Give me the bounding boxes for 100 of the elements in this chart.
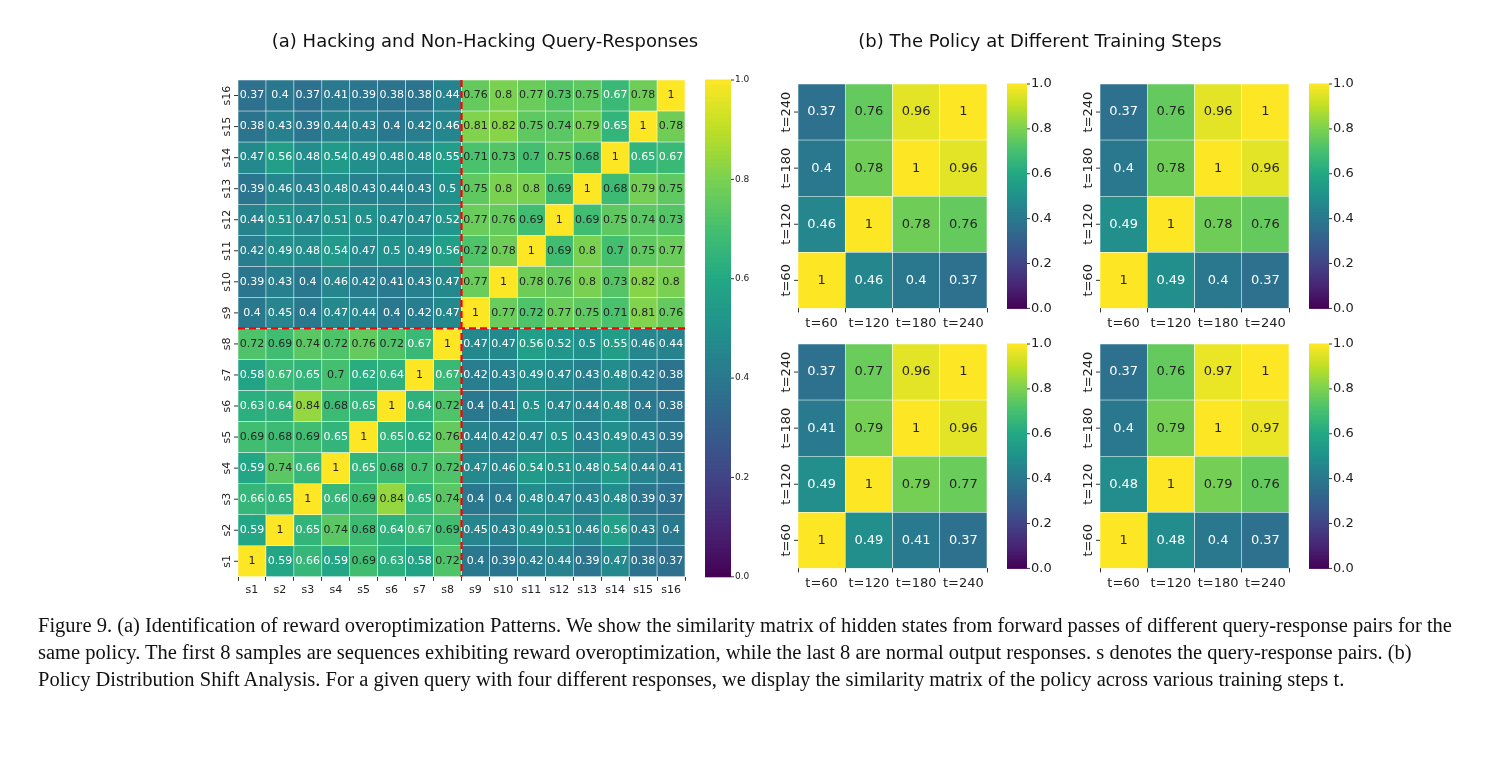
data-label: 0.75: [574, 88, 600, 102]
data-label: 0.69: [547, 243, 572, 257]
data-label: 0.47: [239, 150, 265, 164]
data-label: 0.82: [630, 274, 656, 288]
data-label: 0.39: [295, 119, 321, 133]
data-label: 0.44: [574, 398, 600, 412]
data-label: 0.79: [574, 119, 600, 133]
data-label: 1: [304, 492, 312, 506]
data-label: 0.79: [854, 419, 884, 435]
x-tick-label: t=180: [895, 314, 937, 330]
data-label: 0.47: [547, 492, 572, 506]
data-label: 0.38: [379, 88, 404, 102]
data-label: 0.8: [578, 243, 596, 257]
data-label: 0.69: [574, 212, 600, 226]
data-label: 0.37: [807, 103, 837, 119]
data-label: 0.63: [379, 554, 404, 568]
data-label: 0.49: [602, 429, 628, 443]
data-label: 0.43: [491, 367, 516, 381]
data-label: 0.65: [323, 429, 349, 443]
data-label: 1: [444, 336, 452, 350]
data-label: 0.5: [438, 181, 457, 195]
y-tick-label: s15: [220, 116, 234, 137]
data-label: 0.41: [379, 274, 404, 288]
x-tick-label: t=60: [1107, 574, 1140, 590]
y-tick-label: s6: [220, 399, 234, 413]
data-label: 0.68: [574, 150, 600, 164]
data-label: 0.39: [239, 181, 265, 195]
data-label: 0.46: [323, 274, 349, 288]
data-label: 0.78: [1156, 159, 1186, 175]
data-label: 1: [416, 367, 424, 381]
data-label: 0.48: [602, 492, 628, 506]
data-label: 0.42: [239, 243, 265, 257]
data-label: 0.79: [1203, 475, 1233, 491]
data-label: 0.74: [295, 336, 321, 350]
data-label: 0.7: [606, 243, 624, 257]
data-label: 0.42: [407, 305, 432, 319]
y-tick-label: t=180: [1079, 407, 1095, 449]
color-bar-label: 0.4: [735, 372, 750, 383]
data-label: 0.41: [323, 88, 349, 102]
data-label: 0.49: [854, 531, 884, 547]
x-tick-label: s10: [493, 583, 514, 597]
data-label: 0.54: [519, 460, 544, 474]
data-label: 1: [360, 429, 368, 443]
data-label: 0.5: [550, 429, 569, 443]
x-tick-label: t=60: [805, 314, 838, 330]
data-label: 0.42: [491, 429, 516, 443]
data-label: 0.46: [267, 181, 293, 195]
data-label: 0.37: [1250, 531, 1280, 547]
data-label: 0.8: [662, 274, 680, 288]
data-label: 0.4: [382, 119, 401, 133]
color-bar-label: 0.8: [1031, 380, 1052, 396]
data-label: 1: [388, 398, 396, 412]
data-label: 1: [817, 531, 826, 547]
data-label: 1: [276, 523, 284, 537]
data-label: 0.42: [463, 367, 488, 381]
data-label: 0.72: [379, 336, 404, 350]
data-label: 0.67: [267, 367, 293, 381]
data-label: 0.44: [435, 88, 460, 102]
data-label: 0.7: [410, 460, 429, 474]
x-tick-label: t=120: [1150, 574, 1192, 590]
x-tick-label: t=240: [942, 574, 984, 590]
data-label: 1: [667, 88, 675, 102]
data-label: 0.43: [630, 429, 656, 443]
y-tick-label: s13: [220, 178, 234, 199]
data-label: 1: [864, 475, 874, 491]
color-bar-label: 0.0: [1031, 559, 1052, 575]
data-label: 0.64: [379, 367, 404, 381]
x-tick-label: s5: [357, 583, 371, 597]
data-label: 0.96: [948, 419, 978, 435]
data-label: 0.72: [519, 305, 544, 319]
data-label: 0.43: [351, 181, 376, 195]
data-label: 0.81: [463, 119, 488, 133]
data-label: 0.74: [435, 492, 460, 506]
data-label: 0.5: [522, 398, 541, 412]
data-label: 0.8: [578, 274, 596, 288]
x-tick-label: t=60: [805, 574, 838, 590]
data-label: 0.51: [267, 212, 293, 226]
data-label: 1: [1119, 531, 1128, 547]
data-label: 0.76: [854, 103, 884, 119]
data-label: 0.67: [658, 150, 684, 164]
y-tick-label: t=120: [777, 203, 793, 245]
y-tick-label: t=60: [1079, 524, 1095, 557]
data-label: 0.76: [1250, 215, 1280, 231]
data-label: 0.69: [351, 492, 376, 506]
data-label: 0.41: [807, 419, 837, 435]
data-label: 1: [499, 274, 507, 288]
y-tick-label: t=240: [1079, 351, 1095, 393]
data-label: 0.75: [547, 150, 572, 164]
data-label: 0.41: [491, 398, 516, 412]
data-label: 0.47: [463, 336, 488, 350]
data-label: 0.48: [1109, 475, 1139, 491]
x-tick-label: t=180: [895, 574, 937, 590]
data-label: 0.79: [630, 181, 656, 195]
color-bar-label: 1.0: [1333, 75, 1354, 91]
data-label: 0.8: [494, 181, 513, 195]
data-label: 0.45: [463, 523, 488, 537]
data-label: 0.69: [267, 336, 293, 350]
data-label: 1: [611, 150, 619, 164]
data-label: 0.96: [948, 159, 978, 175]
data-label: 0.43: [491, 523, 516, 537]
